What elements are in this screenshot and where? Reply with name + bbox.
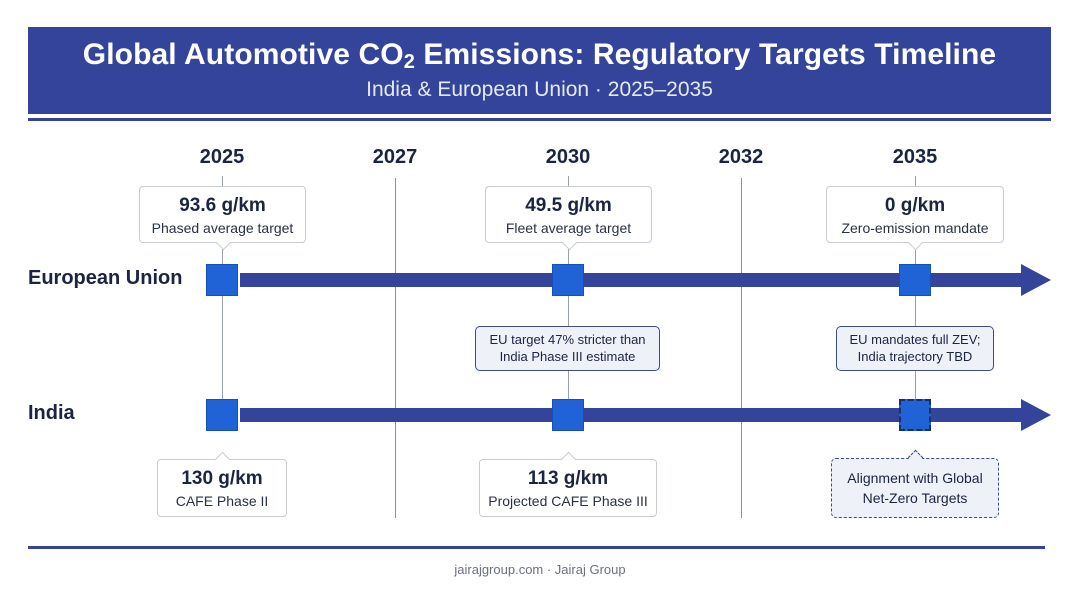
india-track: [240, 408, 1022, 422]
eu-desc-2030: Fleet average target: [505, 220, 632, 236]
connector-2035: [915, 176, 916, 430]
footer-rule: [28, 546, 1045, 549]
india-callout-2035-alignment: Alignment with Global Net-Zero Targets: [831, 449, 999, 518]
india-desc-2025: CAFE Phase II: [175, 493, 269, 509]
row-label-india: India: [28, 402, 75, 424]
eu-marker-2030: [552, 264, 584, 296]
footer-credit: jairajgroup.com · Jairaj Group: [454, 562, 626, 577]
header-rule: [28, 118, 1051, 121]
eu-callout-2035: 0 g/km Zero-emission mandate: [826, 186, 1004, 251]
note-2030-comparison: EU target 47% stricter than India Phase …: [475, 326, 660, 371]
year-label-2035: 2035: [892, 146, 938, 168]
row-label-eu: European Union: [28, 267, 183, 289]
gridline-2027: [395, 178, 396, 518]
india-callout-2030: 113 g/km Projected CAFE Phase III: [479, 451, 657, 517]
callout-pointer: [214, 451, 231, 468]
page-subtitle: India & European Union · 2025–2035: [366, 78, 713, 101]
eu-value-2030: 49.5 g/km: [525, 195, 612, 216]
year-label-2030: 2030: [545, 146, 591, 168]
india-desc-2030: Projected CAFE Phase III: [488, 493, 648, 509]
year-label-2025: 2025: [199, 146, 245, 168]
eu-callout-2025: 93.6 g/km Phased average target: [139, 186, 306, 251]
india-marker-2035-pending: [899, 399, 931, 431]
connector-2030: [568, 176, 569, 430]
india-value-2025: 130 g/km: [181, 468, 263, 489]
callout-pointer: [215, 234, 232, 251]
india-marker-2025: [206, 399, 238, 431]
year-label-2027: 2027: [372, 146, 418, 168]
gridline-2032: [741, 178, 742, 518]
callout-pointer: [560, 451, 577, 468]
eu-value-2025: 93.6 g/km: [179, 195, 266, 216]
eu-value-2035: 0 g/km: [884, 195, 946, 216]
callout-pointer: [907, 234, 924, 251]
eu-track-arrow-icon: [1021, 264, 1051, 296]
header-banner: Global Automotive CO2 Emissions: Regulat…: [28, 27, 1051, 114]
eu-desc-2035: Zero-emission mandate: [841, 220, 989, 236]
connector-2025: [222, 176, 223, 430]
india-marker-2030: [552, 399, 584, 431]
eu-callout-2030: 49.5 g/km Fleet average target: [485, 186, 652, 251]
note-2035-comparison: EU mandates full ZEV; India trajectory T…: [836, 326, 994, 371]
eu-desc-2025: Phased average target: [151, 220, 294, 236]
page-title: Global Automotive CO2 Emissions: Regulat…: [82, 38, 997, 73]
india-track-arrow-icon: [1021, 399, 1051, 431]
callout-pointer: [907, 449, 924, 466]
eu-track: [240, 273, 1022, 287]
callout-pointer: [561, 234, 578, 251]
india-value-2030: 113 g/km: [527, 468, 609, 489]
eu-marker-2025: [206, 264, 238, 296]
eu-marker-2035: [899, 264, 931, 296]
india-callout-2025: 130 g/km CAFE Phase II: [157, 451, 287, 517]
year-label-2032: 2032: [718, 146, 764, 168]
